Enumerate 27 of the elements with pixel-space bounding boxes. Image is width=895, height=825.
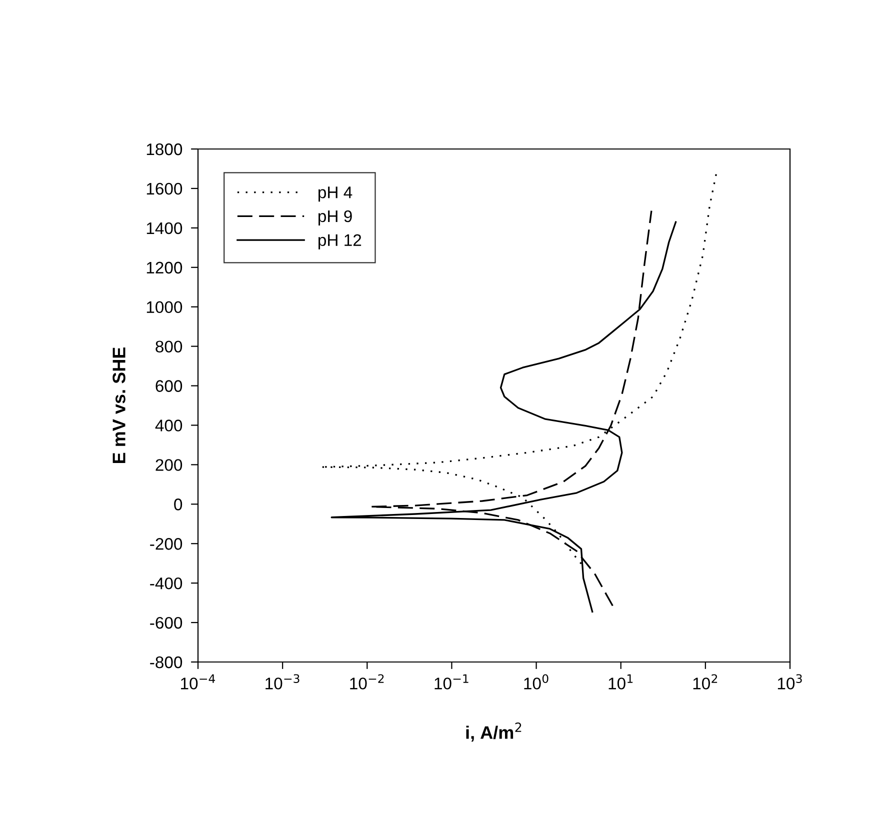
- y-tick-label: 1400: [146, 222, 182, 234]
- y-tick-label: 0: [174, 498, 182, 510]
- x-tick-label: 10$^{−4}$: [181, 674, 215, 690]
- y-tick-label: 1200: [146, 262, 182, 274]
- y-tick-label: 200: [156, 459, 182, 471]
- y-tick-label: 1000: [146, 301, 182, 314]
- legend-label: pH 12: [318, 234, 362, 250]
- x-tick-label: 10$^{0}$: [524, 674, 548, 690]
- y-tick-label: -400: [150, 577, 182, 590]
- x-tick-label: 10$^{1}$: [608, 674, 633, 690]
- y-tick-label: -800: [150, 656, 182, 668]
- y-axis-title: E mV vs. SHE: [112, 348, 126, 463]
- legend-label: pH 9: [318, 210, 352, 226]
- y-tick-label: 400: [155, 420, 182, 432]
- x-tick-label: 10$^{3}$: [778, 674, 802, 690]
- y-tick-label: 1800: [146, 143, 182, 156]
- x-tick-label: 10$^{2}$: [693, 674, 718, 690]
- legend-label: pH 4: [318, 186, 352, 202]
- y-tick-label: -200: [150, 538, 182, 550]
- y-tick-label: 1600: [146, 182, 182, 195]
- y-tick-label: 800: [156, 340, 182, 353]
- y-tick-label: -600: [150, 616, 182, 629]
- x-tick-label: 10$^{−3}$: [266, 674, 300, 690]
- x-tick-label: 10$^{−1}$: [434, 674, 468, 690]
- y-tick-label: 600: [156, 380, 182, 392]
- x-axis-title: i, A/m$^{2}$: [466, 722, 522, 742]
- x-tick-label: 10$^{−2}$: [350, 674, 384, 690]
